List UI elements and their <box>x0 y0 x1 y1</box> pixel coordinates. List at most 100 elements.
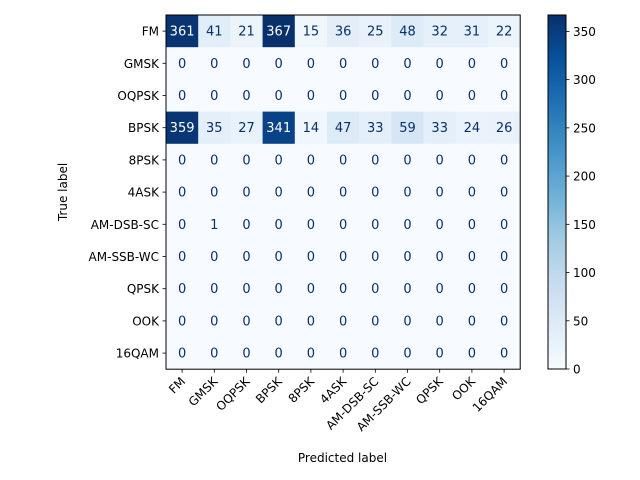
cell-value-label: 0 <box>275 314 283 329</box>
cell-value-label: 41 <box>206 25 223 40</box>
cell-value-label: 1 <box>210 218 218 233</box>
cell-value-label: 0 <box>403 186 411 201</box>
cell-value-label: 0 <box>403 347 411 362</box>
cell-value-label: 22 <box>496 25 513 40</box>
heatmap-cell <box>327 337 360 370</box>
y-tick-label: 4ASK <box>128 186 160 200</box>
cell-value-label: 0 <box>436 153 444 168</box>
heatmap-cell <box>455 143 489 177</box>
heatmap-cell <box>359 47 392 80</box>
heatmap-cell <box>455 15 489 48</box>
cell-value-label: 0 <box>500 186 508 201</box>
cell-value-label: 0 <box>210 314 218 329</box>
heatmap-cell <box>423 208 457 241</box>
colorbar-tick-label: 300 <box>573 73 596 87</box>
heatmap-cell <box>230 15 264 48</box>
cell-value-label: 0 <box>339 57 347 72</box>
heatmap-cell <box>488 337 521 370</box>
cell-value-label: 0 <box>307 153 315 168</box>
cell-value-label: 0 <box>210 250 218 265</box>
cell-value-label: 0 <box>403 153 411 168</box>
x-tick-label: BPSK <box>253 374 286 407</box>
heatmap-cell <box>359 111 392 145</box>
cell-value-label: 0 <box>500 218 508 233</box>
cell-value-label: 0 <box>500 89 508 104</box>
heatmap-cells <box>166 15 521 370</box>
cell-value-label: 0 <box>178 218 186 233</box>
cell-value-label: 0 <box>468 282 476 297</box>
heatmap-cell <box>423 176 457 209</box>
y-tick-label: 8PSK <box>129 153 160 167</box>
y-tick-label: 16QAM <box>116 347 159 361</box>
cell-value-label: 0 <box>307 282 315 297</box>
cell-value-label: 0 <box>178 186 186 201</box>
cell-value-label: 0 <box>371 250 379 265</box>
heatmap-cell <box>327 176 360 209</box>
heatmap-cell <box>294 47 328 80</box>
heatmap-cell <box>391 176 425 209</box>
cell-value-label: 0 <box>275 89 283 104</box>
heatmap-cell <box>166 337 199 370</box>
heatmap-cell <box>166 176 199 209</box>
cell-value-label: 0 <box>210 347 218 362</box>
cell-value-label: 0 <box>242 186 250 201</box>
cell-value-label: 0 <box>468 347 476 362</box>
cell-value-label: 0 <box>436 89 444 104</box>
heatmap-cell <box>423 337 457 370</box>
heatmap-cell <box>327 272 360 306</box>
heatmap-cell <box>230 79 264 113</box>
cell-value-label: 0 <box>178 89 186 104</box>
heatmap-cell <box>488 111 521 145</box>
heatmap-cell <box>327 208 360 241</box>
heatmap-cell <box>359 79 392 113</box>
cell-value-label: 0 <box>468 186 476 201</box>
cell-value-label: 367 <box>266 25 291 40</box>
cell-value-label: 0 <box>468 57 476 72</box>
heatmap-cell <box>455 240 489 274</box>
cell-value-label: 26 <box>496 121 513 136</box>
y-tick-label: AM-SSB-WC <box>89 250 159 264</box>
heatmap-cell <box>455 79 489 113</box>
colorbar-tick-label: 0 <box>573 363 581 377</box>
heatmap-cell <box>359 143 392 177</box>
cell-value-label: 0 <box>275 218 283 233</box>
colorbar: 0 50 100 150 200 250 300 350 <box>547 14 596 377</box>
heatmap-cell <box>262 111 296 145</box>
heatmap-cell <box>294 272 328 306</box>
cell-value-label: 0 <box>339 218 347 233</box>
colorbar-tick-label: 200 <box>573 170 596 184</box>
cell-value-label: 0 <box>436 347 444 362</box>
cell-value-label: 0 <box>307 89 315 104</box>
heatmap-cell <box>198 337 231 370</box>
heatmap-cell <box>230 176 264 209</box>
cell-value-label: 27 <box>238 121 255 136</box>
heatmap-cell <box>198 240 231 274</box>
heatmap-cell <box>423 79 457 113</box>
heatmap-cell <box>230 304 264 338</box>
cell-value-label: 0 <box>307 314 315 329</box>
heatmap-cell <box>488 304 521 338</box>
heatmap-cell <box>391 15 425 48</box>
cell-value-label: 0 <box>275 282 283 297</box>
heatmap-cell <box>166 47 199 80</box>
cell-value-label: 47 <box>335 121 352 136</box>
cell-value-label: 0 <box>242 218 250 233</box>
x-tick-label: 8PSK <box>286 374 318 406</box>
heatmap-cell <box>262 176 296 209</box>
x-tick-label: OQPSK <box>213 374 253 414</box>
heatmap-cell <box>455 272 489 306</box>
y-axis-label: True label <box>56 163 70 222</box>
heatmap-cell <box>294 304 328 338</box>
heatmap-cell <box>359 240 392 274</box>
heatmap-cell <box>391 240 425 274</box>
heatmap-cell <box>294 337 328 370</box>
cell-value-label: 0 <box>500 314 508 329</box>
heatmap-cell <box>391 208 425 241</box>
cell-value-label: 0 <box>178 57 186 72</box>
cell-value-label: 0 <box>275 57 283 72</box>
cell-value-label: 0 <box>500 347 508 362</box>
y-tick-label: OQPSK <box>117 89 160 103</box>
cell-value-label: 0 <box>242 89 250 104</box>
cell-value-label: 25 <box>367 25 384 40</box>
heatmap-cell <box>455 208 489 241</box>
